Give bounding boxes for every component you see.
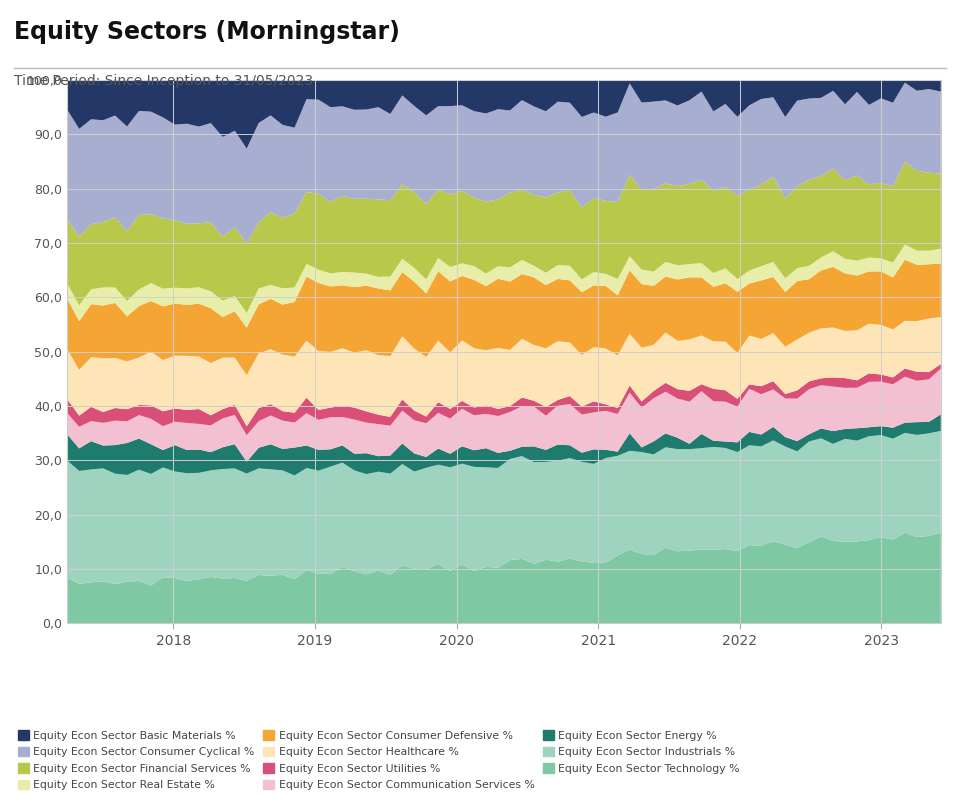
Legend: Equity Econ Sector Basic Materials %, Equity Econ Sector Consumer Cyclical %, Eq: Equity Econ Sector Basic Materials %, Eq… xyxy=(15,727,743,793)
Text: Time Period: Since Inception to 31/05/2023: Time Period: Since Inception to 31/05/20… xyxy=(14,74,314,88)
Text: Equity Sectors (Morningstar): Equity Sectors (Morningstar) xyxy=(14,20,400,44)
